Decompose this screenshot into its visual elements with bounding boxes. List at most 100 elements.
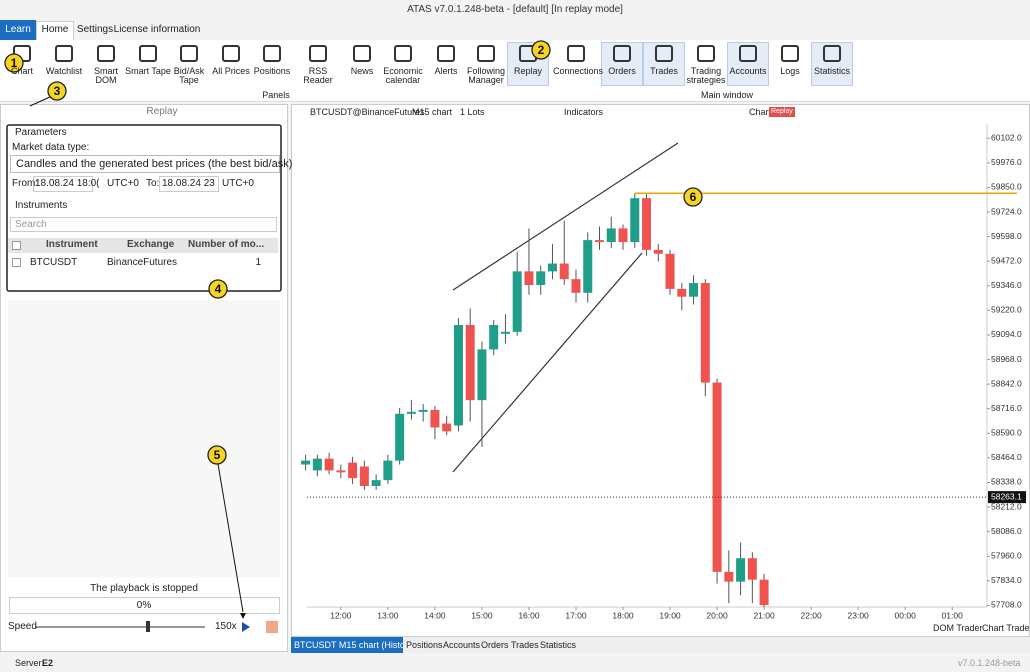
active-tab-bg[interactable] (291, 637, 403, 653)
dom-trader-button[interactable]: DOM Trader (933, 623, 983, 633)
x-tick-label: 00:00 (895, 610, 917, 620)
bottom-tab[interactable]: BTCUSDT M15 chart (Historical) (294, 640, 425, 650)
y-tick-label: 57708.0 (991, 600, 1022, 610)
menu-tab[interactable]: Home (41, 24, 69, 35)
dropdown-value[interactable]: Candles and the generated best prices (t… (16, 158, 293, 170)
ribbon-button[interactable]: Statistics (813, 66, 850, 76)
ribbon-icon[interactable] (781, 45, 799, 62)
section-title: Instruments (15, 200, 68, 211)
last-price-box (988, 491, 1026, 504)
candle-body (724, 571, 734, 582)
checkbox[interactable] (12, 258, 21, 267)
ribbon-icon[interactable] (697, 45, 715, 62)
trend-line (452, 142, 679, 291)
bottom-tab[interactable]: Positions (406, 640, 443, 650)
candle-body (442, 423, 452, 432)
ribbon-icon[interactable] (823, 45, 841, 62)
candle-body (700, 283, 710, 383)
search-placeholder[interactable]: Search (15, 219, 47, 230)
ribbon-icon[interactable] (613, 45, 631, 62)
ribbon-icon[interactable] (477, 45, 495, 62)
ribbon-button[interactable]: Trading strategies (686, 66, 726, 85)
x-tick-label: 15:00 (471, 610, 493, 620)
instrument[interactable]: BTCUSDT@BinanceFutures (310, 107, 425, 117)
menu-tab[interactable]: Settings (76, 24, 114, 35)
bottom-tab[interactable]: Statistics (540, 640, 577, 650)
ribbon-button[interactable]: Positions (253, 66, 291, 76)
timezone[interactable]: UTC+0 (222, 178, 254, 189)
ribbon-button[interactable]: Economic calendar (383, 66, 423, 85)
ribbon-icon[interactable] (222, 45, 240, 62)
menu-tab[interactable]: License information (113, 24, 201, 35)
indicators-button[interactable]: Indicators (564, 107, 604, 117)
ribbon-icon[interactable] (437, 45, 455, 62)
ribbon-button[interactable]: Smart Tape (125, 66, 171, 76)
search-input[interactable] (10, 217, 277, 232)
ribbon-icon[interactable] (139, 45, 157, 62)
candle-body (430, 409, 440, 428)
ribbon-button[interactable]: Watchlist (45, 66, 83, 76)
bottom-tab[interactable]: Orders (481, 640, 509, 650)
candle-body (547, 263, 557, 272)
ribbon-icon[interactable] (55, 45, 73, 62)
date-value[interactable]: 18.08.24 18:0( (35, 178, 100, 189)
candle-body (653, 249, 663, 254)
y-tick-label: 60102.0 (991, 132, 1022, 142)
candle-body (665, 253, 675, 289)
date-value[interactable]: 18.08.24 23 (162, 178, 215, 189)
lots[interactable]: 1 Lots (460, 107, 485, 117)
ribbon-button[interactable]: Connections (553, 66, 604, 76)
candle-body (418, 409, 428, 412)
ribbon-icon[interactable] (353, 45, 371, 62)
chart-trader-button[interactable]: Chart Trader (982, 623, 1030, 633)
ribbon-icon[interactable] (519, 45, 537, 62)
slider-thumb[interactable] (146, 621, 150, 632)
checkbox[interactable] (12, 241, 21, 250)
column-header[interactable]: Number of mo... (188, 239, 265, 250)
timeframe[interactable]: M15 chart (412, 107, 453, 117)
ribbon-icon[interactable] (309, 45, 327, 62)
ribbon-button[interactable]: Following Manager (466, 66, 506, 85)
ribbon-button[interactable]: Trades (650, 66, 678, 76)
speed-slider[interactable] (35, 626, 205, 628)
ribbon-button[interactable]: RSS Reader (303, 66, 333, 85)
candle-body (324, 458, 334, 471)
ribbon-button[interactable]: All Prices (212, 66, 250, 76)
ribbon-button[interactable]: Replay (513, 66, 542, 76)
ribbon-button[interactable]: Chart (10, 66, 33, 76)
timezone[interactable]: UTC+0 (107, 178, 139, 189)
ribbon-highlight (601, 42, 643, 86)
ribbon-button[interactable]: Bid/Ask Tape (173, 66, 205, 85)
y-tick-label: 59850.0 (991, 182, 1022, 192)
stop-button[interactable] (266, 621, 278, 633)
menu-tab[interactable]: Learn (5, 24, 31, 35)
ribbon-icon[interactable] (739, 45, 757, 62)
ribbon-icon[interactable] (263, 45, 281, 62)
ribbon-button[interactable]: Accounts (729, 66, 767, 76)
learn-tab-bg[interactable] (0, 20, 36, 40)
candle-body (406, 411, 416, 414)
bottom-tab[interactable]: Trades (511, 640, 539, 650)
y-tick-label: 58464.0 (991, 452, 1022, 462)
ribbon-button[interactable]: Alerts (434, 66, 458, 76)
column-header[interactable]: Instrument (46, 239, 98, 250)
chart-title: Chart (749, 107, 772, 117)
ribbon-icon[interactable] (13, 45, 31, 62)
ribbon-icon[interactable] (394, 45, 412, 62)
y-tick-label: 59094.0 (991, 329, 1022, 339)
ribbon-icon[interactable] (655, 45, 673, 62)
home-tab-bg[interactable] (36, 21, 74, 41)
ribbon-icon[interactable] (97, 45, 115, 62)
ribbon-icon[interactable] (180, 45, 198, 62)
ribbon-button[interactable]: Orders (608, 66, 636, 76)
speed-value: 150x (215, 621, 237, 632)
bottom-tab[interactable]: Accounts (443, 640, 481, 650)
playback-status: The playback is stopped (90, 583, 198, 594)
x-tick-label: 14:00 (424, 610, 446, 620)
column-header[interactable]: Exchange (127, 239, 175, 250)
empty-area (8, 300, 280, 578)
ribbon-button[interactable]: Logs (780, 66, 800, 76)
ribbon-icon[interactable] (567, 45, 585, 62)
ribbon-button[interactable]: Smart DOM (93, 66, 118, 85)
ribbon-button[interactable]: News (350, 66, 374, 76)
